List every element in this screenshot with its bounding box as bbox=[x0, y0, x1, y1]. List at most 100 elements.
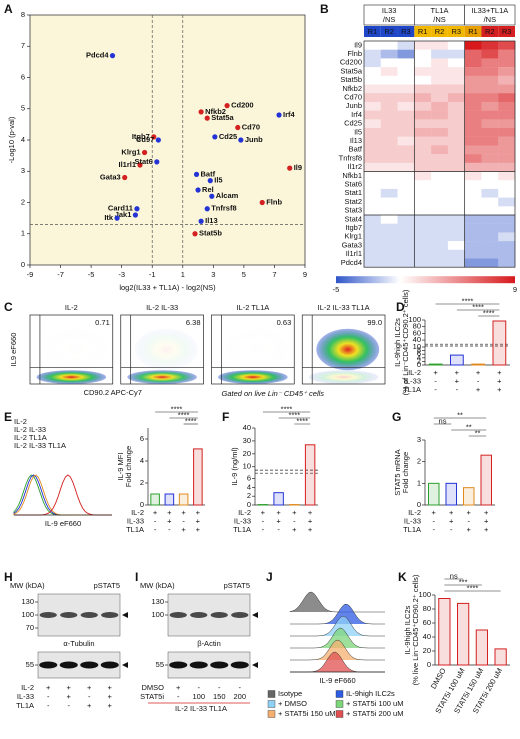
heat-cell bbox=[498, 110, 516, 120]
band bbox=[210, 612, 228, 618]
gene-point bbox=[155, 137, 161, 143]
condition-mark: + bbox=[476, 368, 481, 377]
panel-letter: K bbox=[398, 570, 407, 584]
y-axis-label: IL9 eF660 bbox=[9, 333, 18, 367]
heat-cell bbox=[397, 258, 415, 268]
band bbox=[60, 612, 78, 618]
y-axis-label: Fold change bbox=[401, 452, 410, 493]
heat-cell bbox=[380, 58, 398, 68]
plot-title: IL-2 bbox=[65, 303, 78, 312]
panel-letter: J bbox=[266, 570, 273, 584]
heat-cell bbox=[397, 49, 415, 59]
heat-cell bbox=[380, 188, 398, 198]
gate-percent: 6.38 bbox=[186, 318, 201, 327]
gate-percent: 0.71 bbox=[95, 318, 110, 327]
gene-point bbox=[224, 103, 230, 109]
panel-letter: I bbox=[135, 570, 138, 584]
band bbox=[39, 661, 58, 669]
heat-cell bbox=[498, 84, 516, 94]
condition-mark: + bbox=[108, 692, 113, 701]
gene-label: Jak1 bbox=[115, 210, 132, 219]
condition-mark: - bbox=[239, 683, 242, 692]
condition-mark: + bbox=[497, 385, 502, 394]
heat-cell bbox=[397, 197, 415, 207]
legend-label: Isotype bbox=[278, 689, 302, 698]
row-label: Junb bbox=[346, 101, 362, 110]
condition-mark: + bbox=[432, 508, 437, 517]
condition-mark: + bbox=[292, 508, 297, 517]
condition-mark: + bbox=[308, 525, 313, 534]
histogram-curve bbox=[14, 474, 112, 516]
condition-name: IL-33 bbox=[17, 692, 34, 701]
y-axis-label: -Log10 (p-val) bbox=[7, 116, 16, 163]
heat-cell bbox=[380, 241, 398, 250]
bar bbox=[193, 448, 203, 506]
heat-cell bbox=[447, 41, 465, 50]
heat-cell bbox=[498, 162, 516, 172]
replicate-cell bbox=[481, 26, 499, 37]
condition-mark: - bbox=[177, 692, 180, 701]
replicate-cell bbox=[498, 26, 515, 37]
heat-cell bbox=[414, 197, 432, 207]
condition-mark: + bbox=[196, 525, 201, 534]
gate-percent: 99.0 bbox=[367, 318, 382, 327]
heat-cell bbox=[498, 232, 516, 242]
heat-cell bbox=[414, 67, 432, 76]
heat-cell bbox=[431, 232, 449, 242]
y-tick-label: 0 bbox=[427, 660, 431, 669]
row-label: Cd70 bbox=[344, 93, 362, 102]
histogram-ridge bbox=[290, 651, 385, 673]
significance-label: **** bbox=[483, 308, 495, 317]
plot-title: IL-2 TL1A bbox=[236, 303, 269, 312]
heat-cell bbox=[380, 93, 398, 103]
y-tick-label: 100 bbox=[418, 590, 431, 599]
significance-label: **** bbox=[171, 404, 183, 413]
colorbar-label: 9 bbox=[513, 285, 517, 294]
heat-cell bbox=[397, 145, 415, 155]
histogram-ridge bbox=[290, 615, 385, 637]
group-label: IL33 bbox=[382, 6, 397, 15]
condition-mark: + bbox=[67, 683, 72, 692]
condition-mark: - bbox=[47, 701, 50, 710]
heat-cell bbox=[364, 223, 381, 233]
blot-label: β-Actin bbox=[197, 639, 221, 648]
heat-cell bbox=[498, 58, 516, 68]
heat-cell bbox=[431, 136, 449, 146]
heat-cell bbox=[498, 136, 516, 146]
condition-mark: - bbox=[293, 516, 296, 525]
heat-cell bbox=[481, 75, 499, 85]
gene-point bbox=[207, 178, 213, 184]
gene-label: Flnb bbox=[266, 197, 282, 206]
replicate-cell bbox=[380, 26, 398, 37]
condition-mark: 200 bbox=[233, 692, 246, 701]
histogram-ridge bbox=[290, 603, 385, 625]
condition-mark: + bbox=[476, 385, 481, 394]
plot-title: IL-2 IL-33 bbox=[146, 303, 178, 312]
heat-cell bbox=[481, 232, 499, 242]
heat-cell bbox=[498, 128, 516, 137]
blot-label: pSTAT5 bbox=[224, 581, 250, 590]
heat-cell bbox=[380, 67, 398, 76]
heat-cell bbox=[397, 128, 415, 137]
heat-cell bbox=[498, 197, 516, 207]
mw-value: 100 bbox=[21, 610, 34, 619]
condition-mark: + bbox=[308, 508, 313, 517]
gene-point bbox=[193, 171, 200, 177]
condition-mark: + bbox=[181, 525, 186, 534]
heat-cell bbox=[397, 67, 415, 76]
y-axis-label: IL-9high ILC2s bbox=[393, 318, 402, 367]
y-tick-label: 4 bbox=[140, 456, 144, 465]
heat-cell bbox=[364, 119, 381, 129]
heat-cell bbox=[414, 249, 432, 259]
y-tick-label: 6 bbox=[247, 474, 251, 483]
condition-mark: - bbox=[154, 525, 157, 534]
mw-value: 100 bbox=[151, 610, 164, 619]
footer-label: IL-2 IL-33 TL1A bbox=[175, 704, 227, 713]
y-tick-label: 2 bbox=[417, 356, 421, 365]
condition-mark: + bbox=[67, 692, 72, 701]
density-low bbox=[218, 370, 288, 384]
bar bbox=[463, 487, 475, 506]
condition-mark: - bbox=[198, 683, 201, 692]
significance-label: **** bbox=[185, 416, 197, 425]
x-axis-label: CD90.2 APC-Cy7 bbox=[84, 388, 142, 397]
